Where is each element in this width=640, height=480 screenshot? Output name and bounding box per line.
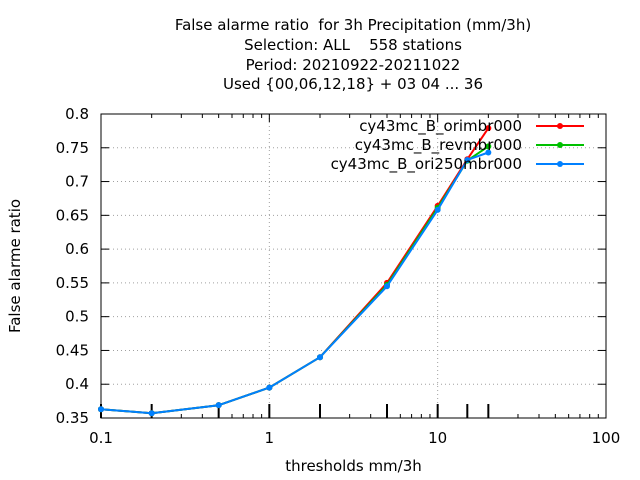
plot-frame — [100, 113, 607, 419]
legend-label: cy43mc_B_ori250mbr000 — [331, 155, 522, 174]
data-point — [148, 410, 155, 417]
y-tick-label: 0.45 — [56, 341, 89, 359]
series-line — [100, 151, 489, 415]
chart-title-line-4: Used {00,06,12,18} + 03 04 ... 36 — [222, 75, 484, 93]
y-tick-label: 0.4 — [65, 375, 89, 393]
y-tick-label: 0.5 — [65, 308, 89, 326]
y-tick-label: 0.65 — [56, 206, 89, 224]
data-point — [464, 156, 471, 163]
legend-swatch-point — [557, 161, 563, 167]
data-point — [98, 406, 104, 413]
chart-title-line-3: Period: 20210922-20211022 — [245, 56, 461, 74]
series-2 — [98, 143, 492, 417]
legend-entry: cy43mc_B_orimbr000 — [359, 117, 584, 136]
x-tick-label: 0.1 — [89, 429, 113, 447]
x-tick-label: 100 — [592, 429, 621, 447]
legend-swatch-point — [557, 123, 563, 129]
legend-label: cy43mc_B_orimbr000 — [359, 117, 522, 136]
grid — [101, 114, 606, 418]
data-point — [266, 384, 273, 391]
series-3 — [98, 149, 492, 417]
x-axis-label: thresholds mm/3h — [285, 457, 422, 475]
y-tick-label: 0.7 — [65, 173, 89, 191]
series — [98, 125, 492, 417]
y-tick-label: 0.6 — [65, 240, 89, 258]
chart-title-line-1: False alarme ratio for 3h Precipitation … — [174, 16, 532, 34]
data-point — [317, 354, 324, 361]
legend: cy43mc_B_orimbr000cy43mc_B_revmbr000cy43… — [331, 117, 584, 174]
x-tick-label: 10 — [428, 429, 447, 447]
legend-entry: cy43mc_B_ori250mbr000 — [331, 155, 584, 174]
y-tick-label: 0.55 — [56, 274, 89, 292]
data-point — [383, 283, 390, 290]
data-point — [434, 206, 441, 213]
legend-entry: cy43mc_B_revmbr000 — [355, 136, 584, 155]
y-tick-label: 0.8 — [65, 105, 89, 123]
y-axis-label: False alarme ratio — [6, 199, 24, 333]
y-axis: 0.35 0.4 0.45 0.5 0.55 0.6 0.65 0.7 0.75 0.8 — [56, 105, 606, 427]
data-point — [485, 149, 492, 156]
legend-label: cy43mc_B_revmbr000 — [355, 136, 522, 155]
x-tick-label: 1 — [265, 429, 275, 447]
data-point — [485, 125, 492, 132]
data-point — [485, 143, 492, 150]
legend-swatch-point — [557, 142, 563, 148]
x-axis: 0.1 1 10 100 — [89, 114, 620, 447]
y-tick-label: 0.35 — [56, 409, 89, 427]
data-point — [215, 402, 222, 409]
chart-title-line-2: Selection: ALL 558 stations — [244, 36, 462, 54]
y-tick-label: 0.75 — [56, 139, 89, 157]
